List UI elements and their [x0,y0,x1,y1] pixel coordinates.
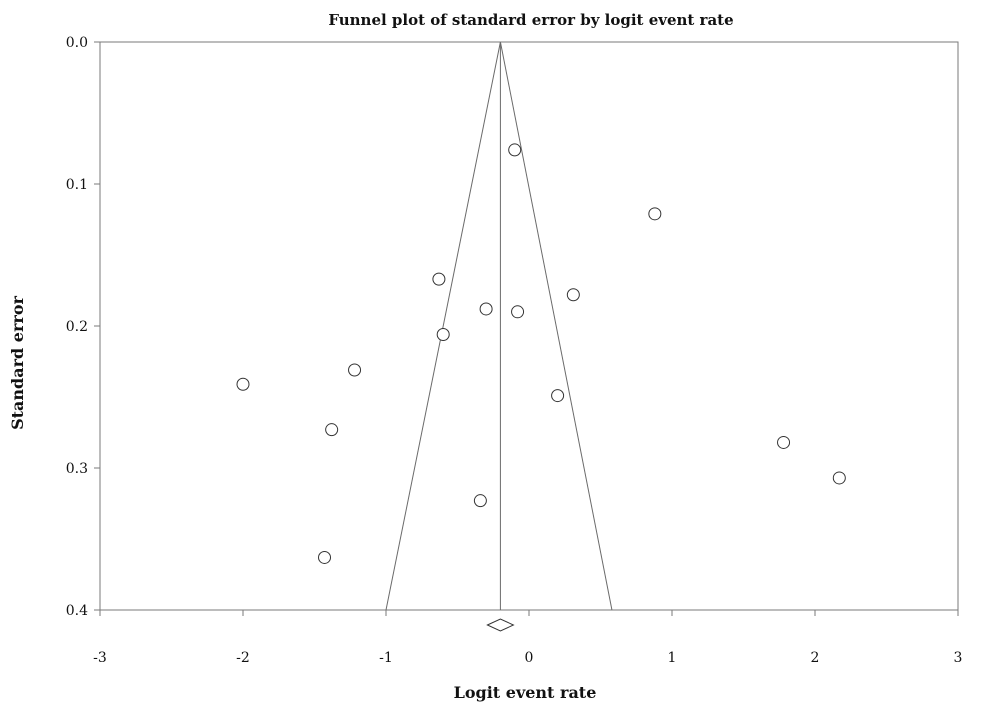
x-axis-ticks: -3 -2 -1 0 1 2 3 [93,610,962,666]
data-point [648,207,662,221]
y-tick-label: 0.4 [66,603,88,619]
data-point [511,305,525,319]
plot-area-frame [99,41,959,611]
data-point [479,302,493,316]
data-point [566,288,580,302]
y-axis-label: Standard error [8,296,27,430]
x-tick-label: 1 [668,650,677,666]
y-tick-label: 0.2 [66,319,88,335]
data-point [473,494,487,508]
x-tick-label: -3 [93,650,107,666]
pooled-estimate-diamond [486,618,515,632]
x-axis-label: Logit event rate [454,683,597,702]
data-point [325,423,339,437]
data-point [436,328,450,342]
data-point [318,550,332,564]
funnel-left-boundary [385,41,501,611]
x-tick-label: -2 [236,650,250,666]
funnel-right-boundary [499,41,613,611]
x-tick-label: 2 [811,650,820,666]
data-point [777,435,791,449]
data-point [348,363,362,377]
y-tick-label: 0.3 [66,461,88,477]
data-point [508,143,522,157]
y-tick-label: 0.0 [66,35,88,51]
x-tick-label: 3 [954,650,963,666]
x-tick-label: -1 [379,650,393,666]
data-point [832,471,846,485]
y-tick-label: 0.1 [66,177,88,193]
y-axis-ticks: 0.0 0.1 0.2 0.3 0.4 [66,35,100,619]
x-tick-label: 0 [525,650,534,666]
pooled-estimate-diamond-group [486,618,515,632]
funnel-lines [385,41,613,611]
data-point [551,389,565,403]
data-points [236,143,846,564]
data-point [236,377,250,391]
chart-title: Funnel plot of standard error by logit e… [328,11,733,29]
data-point [432,272,446,286]
